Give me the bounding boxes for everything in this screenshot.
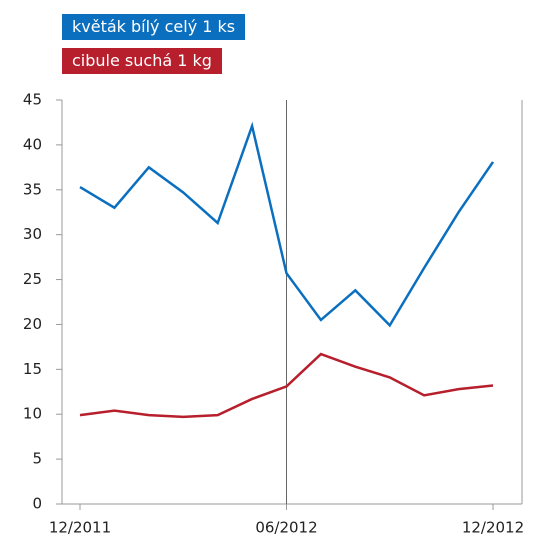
- series-line: [79, 352, 494, 419]
- y-tick-label: 45: [23, 91, 42, 109]
- x-tick-label: 12/2012: [462, 519, 524, 537]
- legend-entry: cibule suchá 1 kg: [62, 48, 222, 74]
- y-tick-label: 35: [23, 180, 42, 198]
- y-tick-label: 25: [23, 270, 42, 288]
- y-tick-label: 40: [23, 135, 42, 153]
- y-tick-label: 20: [23, 315, 42, 333]
- y-tick-label: 10: [23, 405, 42, 423]
- y-tick-label: 30: [23, 225, 42, 243]
- y-tick-label: 5: [32, 450, 42, 468]
- legend-entry: květák bílý celý 1 ks: [62, 14, 246, 40]
- series-line: [79, 121, 495, 328]
- y-tick-label: 0: [32, 495, 42, 513]
- y-tick-label: 15: [23, 360, 42, 378]
- x-tick-label: 06/2012: [255, 519, 317, 537]
- x-tick-label: 12/2011: [49, 519, 111, 537]
